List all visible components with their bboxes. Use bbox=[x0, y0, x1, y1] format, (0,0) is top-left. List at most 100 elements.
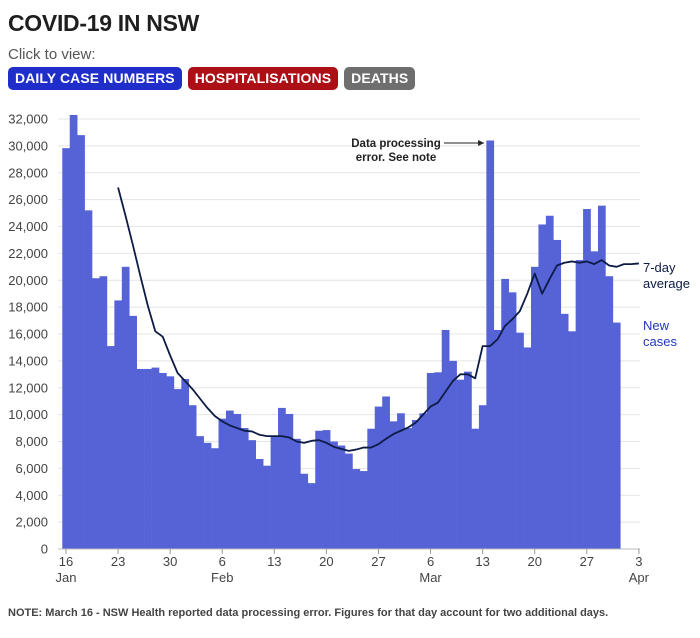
x-tick-label: 20 bbox=[527, 554, 541, 569]
bar bbox=[516, 332, 524, 549]
y-tick-label: 22,000 bbox=[8, 246, 48, 261]
bar bbox=[583, 209, 591, 549]
data-note: NOTE: March 16 - NSW Health reported dat… bbox=[8, 607, 609, 619]
y-tick-label: 10,000 bbox=[8, 407, 48, 422]
y-tick-label: 18,000 bbox=[8, 300, 48, 315]
bar bbox=[300, 473, 309, 549]
bar bbox=[121, 266, 130, 549]
new-cases-label-line1: New bbox=[643, 318, 670, 333]
bar bbox=[129, 315, 137, 549]
annotation-arrow-head bbox=[478, 140, 485, 146]
y-tick-label: 0 bbox=[41, 542, 48, 557]
x-tick-label: 27 bbox=[580, 554, 594, 569]
bar bbox=[411, 420, 420, 549]
annotation-line2: error. See note bbox=[356, 152, 437, 164]
bar bbox=[84, 210, 93, 550]
bar bbox=[315, 430, 323, 549]
bar bbox=[233, 413, 242, 549]
bar bbox=[106, 346, 115, 549]
bar bbox=[612, 322, 621, 549]
bar bbox=[478, 405, 487, 549]
y-tick-label: 16,000 bbox=[8, 327, 48, 342]
hospitalisations-button[interactable]: HOSPITALISATIONS bbox=[187, 67, 339, 90]
bar bbox=[464, 371, 472, 550]
bar bbox=[553, 239, 562, 549]
bar bbox=[352, 469, 361, 549]
y-tick-label: 2,000 bbox=[15, 515, 48, 530]
bar bbox=[211, 448, 219, 549]
bar bbox=[69, 114, 78, 549]
bar bbox=[426, 372, 435, 549]
bar bbox=[531, 266, 539, 549]
bar bbox=[575, 260, 584, 549]
bar bbox=[92, 278, 100, 549]
x-tick-month-label: Feb bbox=[211, 570, 233, 585]
bar bbox=[159, 372, 167, 549]
bar bbox=[77, 135, 85, 550]
annotation-line1: Data processing bbox=[351, 138, 440, 150]
bar bbox=[263, 465, 271, 549]
bar bbox=[218, 418, 227, 549]
y-tick-label: 24,000 bbox=[8, 219, 48, 234]
y-tick-label: 26,000 bbox=[8, 192, 48, 207]
bar bbox=[240, 428, 249, 549]
bar bbox=[538, 224, 547, 550]
bar bbox=[292, 438, 301, 549]
x-tick-label: 3 bbox=[635, 554, 642, 569]
bar bbox=[374, 406, 383, 549]
bar bbox=[367, 428, 376, 549]
average-label-line2: average bbox=[643, 276, 690, 291]
bar bbox=[181, 379, 190, 549]
y-tick-label: 4,000 bbox=[15, 488, 48, 503]
bar bbox=[359, 471, 368, 549]
average-label-line1: 7-day bbox=[643, 260, 676, 275]
bar bbox=[278, 407, 286, 549]
x-tick-label: 16 bbox=[59, 554, 73, 569]
bar bbox=[99, 276, 108, 549]
bar bbox=[248, 440, 257, 549]
bar bbox=[345, 453, 353, 549]
bar bbox=[389, 421, 398, 549]
bar bbox=[605, 276, 614, 549]
bar bbox=[501, 278, 509, 549]
click-to-view-label: Click to view: bbox=[8, 46, 96, 63]
bar bbox=[255, 458, 264, 549]
x-tick-label: 27 bbox=[371, 554, 385, 569]
bar bbox=[166, 376, 175, 549]
bar bbox=[322, 430, 331, 549]
x-tick-label: 20 bbox=[319, 554, 333, 569]
x-tick-label: 30 bbox=[163, 554, 177, 569]
x-tick-month-label: Apr bbox=[629, 570, 650, 585]
bar bbox=[136, 368, 145, 549]
cases-chart: 0 2,000 4,000 6,000 8,000 10,000 12,000 14,000 1… bbox=[8, 112, 690, 586]
bar bbox=[270, 436, 279, 549]
new-cases-label-line2: cases bbox=[643, 334, 677, 349]
x-tick-label: 6 bbox=[427, 554, 434, 569]
x-tick-label: 23 bbox=[111, 554, 125, 569]
bar bbox=[456, 379, 465, 549]
bar bbox=[419, 413, 428, 549]
bar bbox=[523, 347, 532, 549]
bar bbox=[382, 396, 390, 549]
bar bbox=[203, 442, 212, 549]
y-tick-label: 30,000 bbox=[8, 138, 48, 153]
bar bbox=[493, 329, 502, 549]
bar bbox=[449, 360, 457, 550]
bar bbox=[196, 436, 204, 550]
bar bbox=[144, 368, 152, 549]
bar bbox=[560, 313, 569, 549]
bar bbox=[151, 367, 160, 549]
bar bbox=[545, 215, 554, 549]
y-tick-label: 14,000 bbox=[8, 353, 48, 368]
x-tick-label: 13 bbox=[475, 554, 489, 569]
view-toggle-group: DAILY CASE NUMBERS HOSPITALISATIONS DEAT… bbox=[8, 67, 416, 90]
daily-case-numbers-button[interactable]: DAILY CASE NUMBERS bbox=[8, 67, 182, 90]
bar bbox=[434, 372, 443, 549]
bar bbox=[62, 148, 71, 549]
deaths-button[interactable]: DEATHS bbox=[344, 67, 416, 90]
bar bbox=[597, 205, 606, 550]
y-tick-label: 6,000 bbox=[15, 461, 48, 476]
bar bbox=[568, 331, 576, 549]
seven-day-average-line bbox=[117, 187, 639, 452]
x-tick-month-label: Mar bbox=[419, 570, 442, 585]
